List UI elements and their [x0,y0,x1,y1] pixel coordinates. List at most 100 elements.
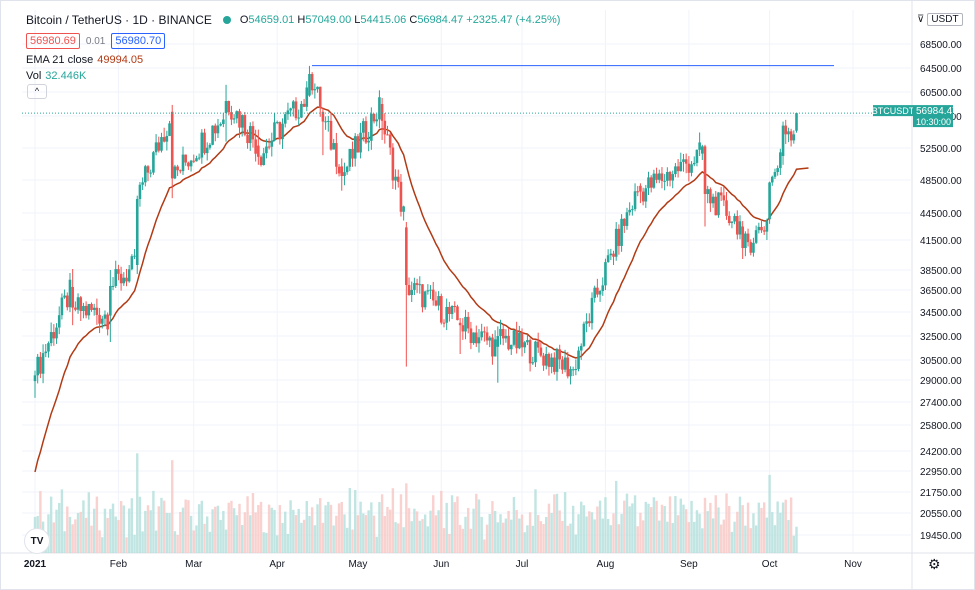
candle-body[interactable] [343,172,346,176]
candle-body[interactable] [698,142,701,150]
candle-body[interactable] [719,192,723,196]
candle-body[interactable] [370,113,373,141]
candle-body[interactable] [657,173,661,180]
candle-body[interactable] [770,176,774,183]
candle-body[interactable] [690,164,693,173]
candle-body[interactable] [687,163,691,173]
candle-body[interactable] [246,134,249,144]
candle-body[interactable] [152,152,155,173]
candle-body[interactable] [520,332,524,348]
candle-body[interactable] [65,295,69,308]
candle-body[interactable] [779,152,782,169]
candle-body[interactable] [386,134,389,136]
candle-body[interactable] [649,177,653,188]
candle-body[interactable] [33,375,37,382]
candle-body[interactable] [453,305,457,307]
candle-body[interactable] [326,120,330,122]
candle-body[interactable] [674,166,677,175]
candle-body[interactable] [515,330,518,349]
candle-body[interactable] [154,142,158,153]
candle-body[interactable] [378,97,381,120]
candle-body[interactable] [187,162,190,167]
candle-body[interactable] [682,159,685,162]
candle-body[interactable] [367,140,370,143]
candle-body[interactable] [528,340,532,364]
candle-body[interactable] [606,255,610,263]
candle-body[interactable] [784,125,788,135]
candle-body[interactable] [224,101,228,113]
candle-body[interactable] [283,114,287,124]
candle-body[interactable] [754,230,758,243]
candle-body[interactable] [82,305,85,312]
candle-body[interactable] [448,306,451,315]
candle-body[interactable] [593,287,596,298]
candle-body[interactable] [39,356,42,374]
candle-series[interactable] [33,65,798,398]
candle-body[interactable] [711,196,715,204]
candle-body[interactable] [125,277,128,282]
candle-body[interactable] [111,285,115,287]
candle-body[interactable] [383,120,387,135]
candle-body[interactable] [725,200,728,216]
candle-body[interactable] [267,146,271,148]
candle-body[interactable] [71,287,74,308]
candle-body[interactable] [684,159,688,164]
candle-body[interactable] [590,297,594,324]
candle-body[interactable] [289,108,292,111]
candle-body[interactable] [130,256,134,270]
candle-body[interactable] [402,206,405,212]
candle-body[interactable] [211,125,214,145]
candle-body[interactable] [585,321,588,324]
candle-body[interactable] [222,119,225,125]
candle-body[interactable] [701,146,704,154]
candle-body[interactable] [483,331,486,333]
candle-body[interactable] [335,143,338,167]
candle-body[interactable] [302,103,306,107]
candle-body[interactable] [781,125,785,156]
candle-body[interactable] [205,147,209,154]
currency-selector[interactable]: ⊽ USDT [917,13,963,26]
candle-body[interactable] [787,131,790,135]
candle-body[interactable] [563,357,567,370]
candle-body[interactable] [297,117,300,119]
candle-body[interactable] [641,191,645,202]
candle-body[interactable] [612,253,615,257]
collapse-legend-button[interactable]: ^ [27,84,47,99]
candle-body[interactable] [243,115,247,135]
candle-body[interactable] [184,154,187,163]
candle-body[interactable] [418,284,422,286]
candle-body[interactable] [173,166,177,179]
candle-body[interactable] [474,332,478,344]
candle-body[interactable] [531,362,535,364]
candle-body[interactable] [189,160,193,167]
candle-body[interactable] [485,332,489,341]
candle-body[interactable] [647,177,650,189]
candle-body[interactable] [92,307,96,310]
candle-body[interactable] [235,111,239,119]
candle-body[interactable] [746,233,750,243]
candle-body[interactable] [760,226,763,231]
candle-body[interactable] [192,160,196,162]
candle-body[interactable] [714,196,718,216]
candle-body[interactable] [353,136,357,159]
candle-body[interactable] [181,154,185,172]
candle-body[interactable] [340,166,344,176]
candle-body[interactable] [679,161,683,172]
candle-body[interactable] [79,297,83,312]
candle-body[interactable] [399,181,403,212]
candle-body[interactable] [703,146,707,195]
candle-body[interactable] [232,118,236,120]
candle-body[interactable] [351,148,354,159]
candle-body[interactable] [692,162,696,165]
candle-body[interactable] [200,132,204,158]
candle-body[interactable] [324,121,327,123]
candle-body[interactable] [44,351,48,354]
candle-body[interactable] [765,221,769,232]
candle-body[interactable] [499,328,502,336]
candle-body[interactable] [415,283,419,285]
candle-body[interactable] [55,327,58,339]
candle-body[interactable] [450,305,454,315]
candle-body[interactable] [281,123,284,140]
